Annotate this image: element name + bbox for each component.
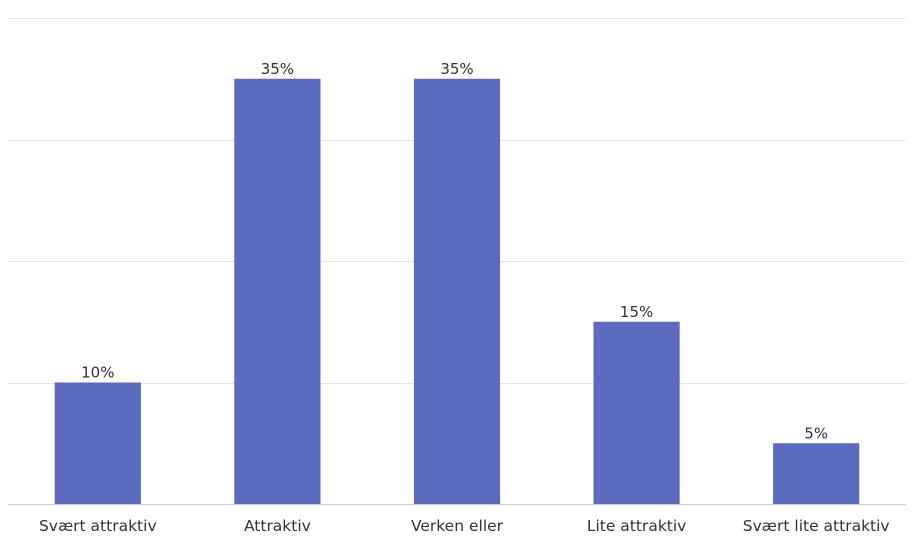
bar-data-label: 5% [804, 424, 828, 442]
data-labels: 10% 35% 35% 15% 5% [81, 60, 828, 443]
bar-data-label: 10% [81, 364, 114, 382]
x-tick-label: Svært lite attraktiv [743, 517, 890, 535]
bar [773, 443, 860, 504]
x-tick-label: Attraktiv [244, 517, 311, 535]
bar-data-label: 35% [261, 60, 294, 78]
bars [54, 78, 860, 504]
x-tick-label: Verken eller [411, 517, 504, 535]
bar [593, 321, 680, 504]
x-tick-label: Svært attraktiv [39, 517, 157, 535]
bar-data-label: 35% [440, 60, 473, 78]
bar-data-label: 15% [620, 303, 653, 321]
bar [234, 78, 321, 504]
bar [54, 382, 141, 504]
x-tick-label: Lite attraktiv [587, 517, 687, 535]
bar [413, 78, 501, 504]
x-axis: Svært attraktiv Attraktiv Verken eller Lite… [8, 504, 906, 535]
